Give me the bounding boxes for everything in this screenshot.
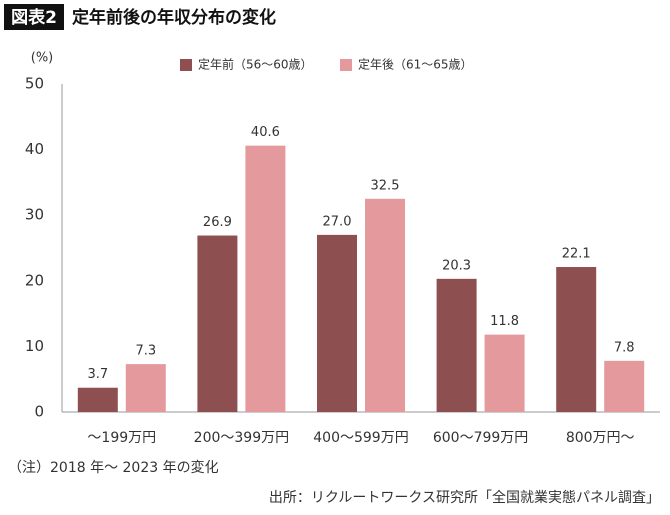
- x-tick-label: 400～599万円: [313, 430, 408, 446]
- legend-swatch: [340, 59, 352, 71]
- y-tick-label: 0: [34, 403, 44, 421]
- x-tick-label: 200～399万円: [194, 430, 289, 446]
- source: 出所：リクルートワークス研究所「全国就業実態パネル調査」: [269, 489, 660, 506]
- bar: [125, 364, 166, 412]
- value-label: 7.3: [135, 344, 156, 359]
- legend-swatch: [180, 59, 192, 71]
- figure-label: 図表2: [11, 7, 57, 28]
- y-tick-label: 50: [25, 75, 44, 93]
- y-tick-label: 40: [25, 140, 44, 158]
- chart-title: 定年前後の年収分布の変化: [72, 7, 276, 28]
- bar: [197, 235, 238, 412]
- value-label: 7.8: [614, 340, 635, 355]
- value-label: 40.6: [251, 125, 280, 140]
- x-tick-label: 600～799万円: [433, 430, 528, 446]
- value-label: 32.5: [371, 178, 400, 193]
- value-label: 3.7: [87, 367, 108, 382]
- y-tick-label: 10: [25, 337, 44, 355]
- x-tick-label: ～199万円: [87, 430, 156, 446]
- value-label: 20.3: [442, 258, 471, 273]
- y-axis-label: (%): [31, 51, 54, 66]
- bar: [245, 145, 286, 412]
- bar: [317, 234, 357, 412]
- x-tick-label: 800万円～: [566, 430, 635, 446]
- bar: [556, 267, 597, 412]
- value-label: 11.8: [490, 314, 519, 329]
- legend-label: 定年前（56～60歳）: [198, 57, 313, 72]
- bar: [604, 360, 645, 412]
- bar: [77, 387, 118, 412]
- value-label: 26.9: [203, 215, 232, 230]
- bar: [365, 198, 405, 412]
- value-label: 22.1: [562, 247, 591, 262]
- note: （注）2018 年～ 2023 年の変化: [8, 459, 219, 476]
- y-tick-label: 20: [25, 271, 44, 289]
- bar: [484, 334, 525, 412]
- y-tick-label: 30: [25, 206, 44, 224]
- figure-label-box: [4, 4, 64, 30]
- value-label: 27.0: [323, 214, 352, 229]
- bar: [436, 278, 477, 412]
- legend-label: 定年後（61～65歳）: [358, 57, 473, 72]
